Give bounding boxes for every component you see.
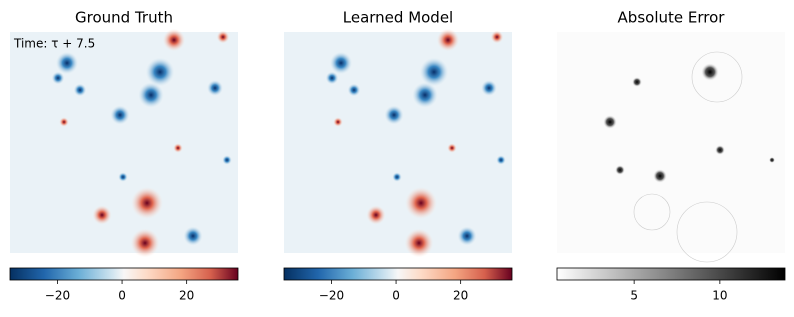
vortex xyxy=(329,51,353,75)
vortex xyxy=(183,226,203,246)
vortex xyxy=(207,80,223,96)
vortex xyxy=(51,71,65,85)
vortex xyxy=(436,28,460,52)
panel-title: Ground Truth xyxy=(75,9,173,27)
colorbar xyxy=(283,267,513,281)
error-swirl xyxy=(633,193,671,231)
colorbar-tick-label: 0 xyxy=(118,289,126,303)
colorbar-tick-label: −20 xyxy=(45,289,70,303)
vortex xyxy=(173,143,183,153)
vortex xyxy=(481,80,497,96)
vortex xyxy=(55,51,79,75)
error-spot xyxy=(603,115,617,129)
error-swirl xyxy=(676,201,738,263)
vortex xyxy=(92,205,112,225)
vortex xyxy=(419,57,449,87)
vortex xyxy=(325,71,339,85)
error-spot xyxy=(653,169,667,183)
vortex xyxy=(412,82,438,108)
vortex xyxy=(457,226,477,246)
vortex xyxy=(347,83,361,97)
vortex xyxy=(145,57,175,87)
error-spot xyxy=(715,145,725,155)
vortex xyxy=(162,28,186,52)
vortex xyxy=(333,117,343,127)
colorbar-tick-label: 10 xyxy=(712,289,727,303)
vortex xyxy=(404,228,434,258)
vortex xyxy=(405,187,437,219)
colorbar xyxy=(9,267,239,281)
vortex xyxy=(59,117,69,127)
vortex xyxy=(222,155,232,165)
colorbar-tick-label: 20 xyxy=(179,289,194,303)
colorbar-tick-label: 5 xyxy=(630,289,638,303)
vortex xyxy=(392,172,402,182)
vortex xyxy=(131,187,163,219)
error-spot xyxy=(615,165,625,175)
error-swirl xyxy=(691,51,743,103)
colorbar-tick-label: −20 xyxy=(319,289,344,303)
vortex xyxy=(496,155,506,165)
field-image xyxy=(10,32,238,253)
vortex xyxy=(366,205,386,225)
colorbar xyxy=(556,267,786,281)
colorbar-tick-label: 20 xyxy=(453,289,468,303)
panel-title: Learned Model xyxy=(343,9,453,27)
error-spot xyxy=(632,77,642,87)
vortex xyxy=(73,83,87,97)
error-spot xyxy=(701,63,719,81)
vortex xyxy=(118,172,128,182)
vortex xyxy=(138,82,164,108)
vortex xyxy=(490,30,504,44)
colorbar-tick-label: 0 xyxy=(392,289,400,303)
vortex xyxy=(110,105,130,125)
error-spot xyxy=(769,157,775,163)
field-image xyxy=(284,32,512,253)
vortex xyxy=(130,228,160,258)
vortex xyxy=(216,30,230,44)
vortex xyxy=(447,143,457,153)
vortex xyxy=(384,105,404,125)
panel-title: Absolute Error xyxy=(618,9,726,27)
field-image xyxy=(557,32,785,253)
annotation: Time: τ + 7.5 xyxy=(13,37,95,51)
